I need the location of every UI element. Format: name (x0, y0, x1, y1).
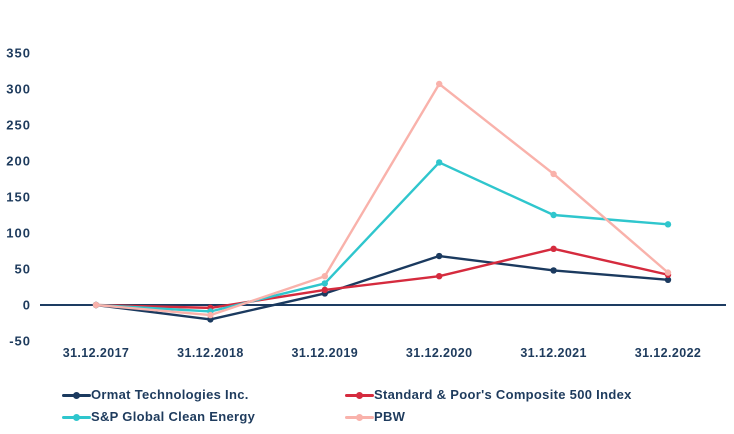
legend-item: Standard & Poor's Composite 500 Index (345, 386, 722, 404)
y-axis-tick-label: -50 (9, 334, 31, 349)
data-point-standard-poor-s-composite-500-index (550, 245, 557, 253)
data-point-s-p-global-clean-energy (321, 280, 328, 287)
y-axis-tick-label: 0 (23, 298, 31, 313)
data-point-ormat-technologies-inc (664, 276, 672, 283)
data-point-pbw (436, 80, 443, 88)
data-point-standard-poor-s-composite-500-index (321, 286, 328, 294)
series-line-standard-poor-s-composite-500-index (94, 247, 670, 310)
legend-line-marker-icon (345, 391, 374, 400)
y-axis-tick-label: 250 (6, 118, 31, 133)
data-point-s-p-global-clean-energy (664, 221, 672, 228)
y-axis-tick-label: 100 (6, 226, 31, 241)
legend-item: PBW (345, 408, 722, 426)
series-line-pbw (94, 82, 670, 317)
x-axis-tick-label: 31.12.2018 (177, 346, 244, 360)
x-axis-tick-label: 31.12.2020 (406, 346, 473, 360)
data-point-s-p-global-clean-energy (550, 211, 557, 219)
data-point-ormat-technologies-inc (550, 267, 557, 274)
data-point-pbw (92, 301, 100, 309)
data-point-ormat-technologies-inc (436, 252, 443, 260)
x-axis-tick-label: 31.12.2019 (292, 346, 359, 360)
data-point-pbw (550, 170, 557, 178)
y-axis-tick-label: 50 (15, 262, 31, 277)
line-chart-plot: 350 300 250 200 150 100 50 0 -50 31.12.2017 31.12.… (6, 46, 726, 360)
y-axis-tick-label: 350 (6, 46, 31, 61)
x-axis-tick-label: 31.12.2022 (635, 346, 702, 360)
legend-label: Standard & Poor's Composite 500 Index (374, 387, 632, 402)
legend-item: Ormat Technologies Inc. (62, 386, 345, 404)
y-axis-tick-label: 200 (6, 154, 31, 169)
data-point-pbw (321, 273, 328, 280)
data-point-standard-poor-s-composite-500-index (436, 273, 443, 280)
legend-line-marker-icon (345, 413, 374, 422)
legend-label: PBW (374, 409, 406, 424)
data-point-pbw (207, 311, 214, 319)
y-axis-tick-label: 300 (6, 82, 31, 97)
y-axis-tick-label: 150 (6, 190, 31, 205)
legend-line-marker-icon (62, 391, 91, 400)
x-axis-tick-label: 31.12.2021 (520, 346, 587, 360)
data-point-s-p-global-clean-energy (436, 159, 443, 166)
data-point-pbw (664, 269, 672, 276)
legend-label: S&P Global Clean Energy (91, 409, 256, 424)
series-line-s-p-global-clean-energy (94, 161, 670, 313)
series-line-ormat-technologies-inc (94, 254, 670, 321)
legend-line-marker-icon (62, 413, 91, 422)
x-axis-tick-label: 31.12.2017 (63, 346, 130, 360)
legend-label: Ormat Technologies Inc. (91, 387, 249, 402)
chart-legend: Ormat Technologies Inc. Standard & Poor's… (62, 386, 722, 426)
legend-item: S&P Global Clean Energy (62, 408, 345, 426)
